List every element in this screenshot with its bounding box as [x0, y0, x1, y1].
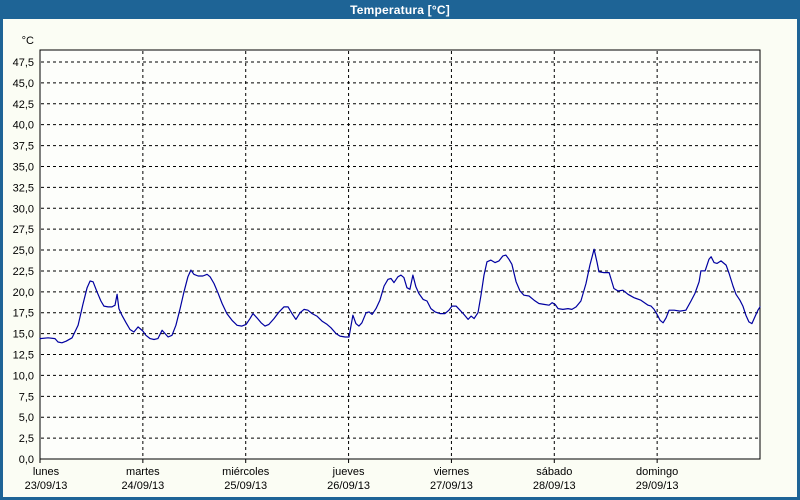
- y-tick-label: 37,5: [13, 141, 34, 153]
- title-bar: Temperatura [°C]: [3, 0, 797, 19]
- x-date-label: 24/09/13: [121, 480, 164, 492]
- y-tick-label: 7,5: [19, 391, 34, 403]
- y-tick-label: 42,5: [13, 99, 34, 111]
- y-tick-label: 17,5: [13, 308, 34, 320]
- window-title: Temperatura [°C]: [350, 2, 450, 17]
- temperature-chart: 0,0 2,5 5,0 7,5 10,0 12,5 15,0 17,5 20,0 22,5 25,0…: [13, 35, 761, 492]
- x-day-label: domingo: [636, 466, 678, 478]
- y-tick-label: 35,0: [13, 161, 34, 173]
- y-tick-label: 10,0: [13, 370, 34, 382]
- x-date-label: 25/09/13: [224, 480, 267, 492]
- y-tick-label: 5,0: [19, 412, 34, 424]
- y-tick-label: 27,5: [13, 224, 34, 236]
- x-day-label: sábado: [536, 466, 572, 478]
- y-tick-label: 0,0: [19, 454, 34, 466]
- x-day-label: jueves: [332, 466, 365, 478]
- x-day-label: miércoles: [222, 466, 270, 478]
- chart-container: 0,0 2,5 5,0 7,5 10,0 12,5 15,0 17,5 20,0 22,5 25,0…: [3, 19, 797, 497]
- x-date-label: 28/09/13: [533, 480, 576, 492]
- y-axis-unit-label: °C: [22, 35, 34, 47]
- y-tick-label: 32,5: [13, 182, 34, 194]
- y-tick-label: 22,5: [13, 266, 34, 278]
- y-tick-label: 45,0: [13, 78, 34, 90]
- temperature-line: [39, 248, 761, 344]
- y-tick-label: 15,0: [13, 329, 34, 341]
- x-date-label: 26/09/13: [327, 480, 370, 492]
- plot-area: [39, 49, 761, 460]
- x-date-label: 23/09/13: [25, 480, 68, 492]
- x-date-label: 29/09/13: [636, 480, 679, 492]
- y-tick-label: 40,0: [13, 120, 34, 132]
- y-tick-label: 30,0: [13, 203, 34, 215]
- y-tick-label: 25,0: [13, 245, 34, 257]
- x-day-label: martes: [126, 466, 160, 478]
- y-tick-label: 20,0: [13, 287, 34, 299]
- y-tick-label: 12,5: [13, 350, 34, 362]
- y-tick-label: 2,5: [19, 433, 34, 445]
- x-date-label: 27/09/13: [430, 480, 473, 492]
- y-tick-label: 47,5: [13, 57, 34, 69]
- x-day-label: viernes: [434, 466, 470, 478]
- x-day-label: lunes: [33, 466, 60, 478]
